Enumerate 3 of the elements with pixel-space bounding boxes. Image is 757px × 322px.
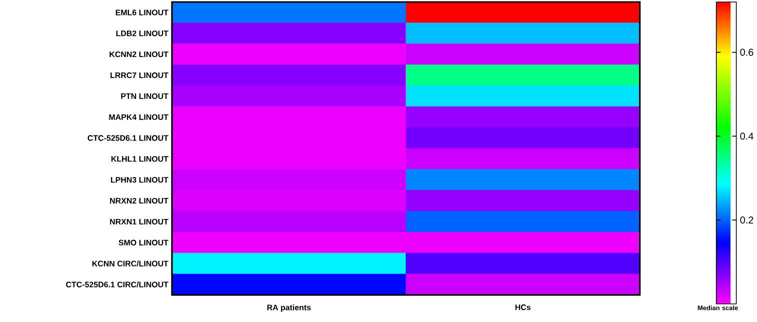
color-bar-label: 0.2: [740, 216, 754, 224]
color-bar-label: 0.6: [740, 48, 754, 56]
color-bar-label: 0.4: [740, 132, 754, 140]
